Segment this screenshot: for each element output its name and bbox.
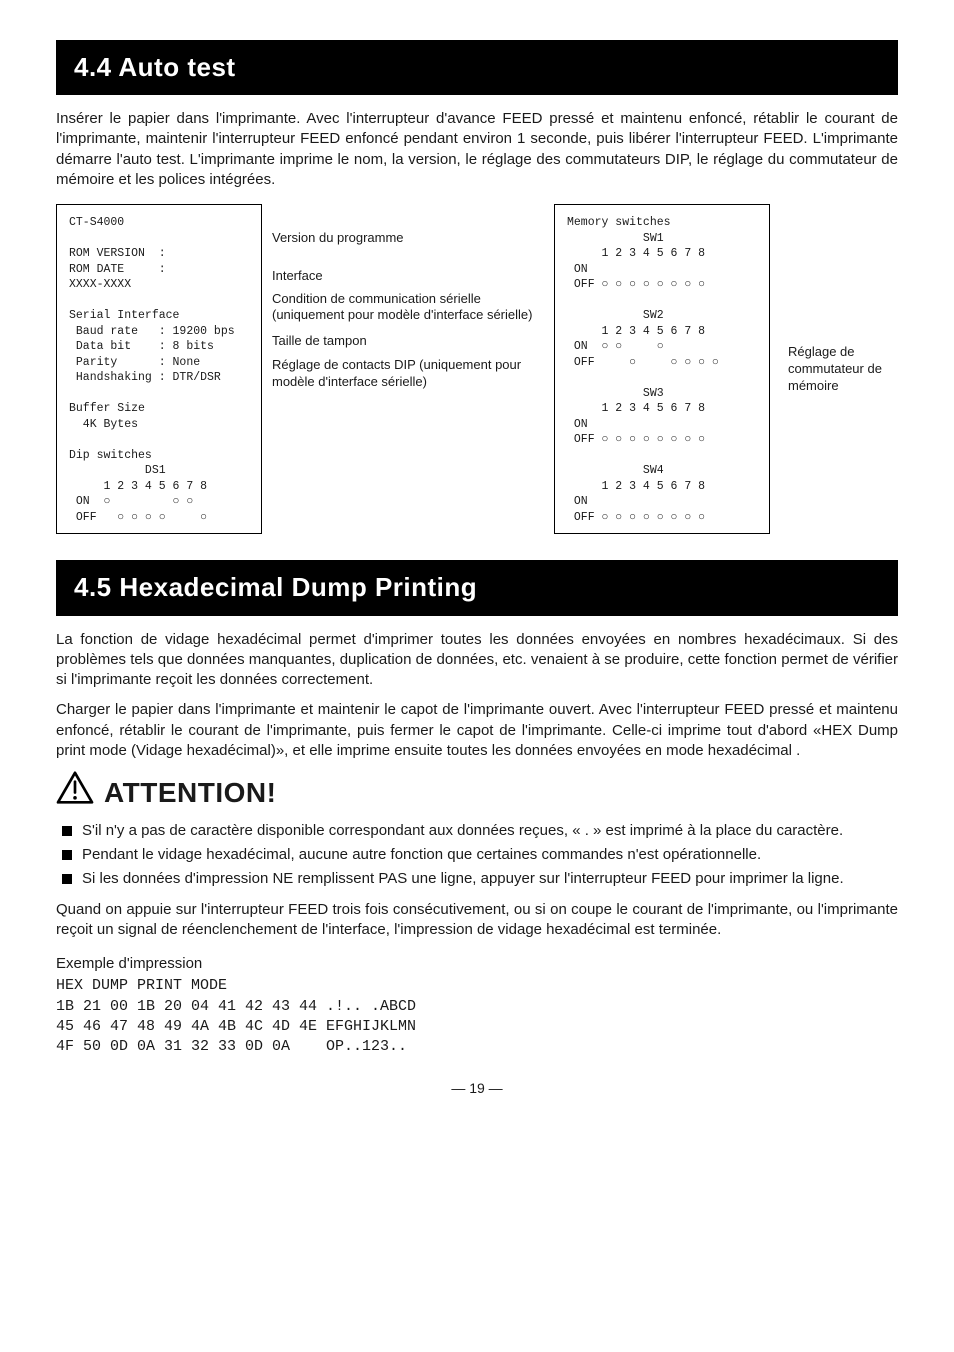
section-heading-autotest: 4.4 Auto test xyxy=(56,40,898,95)
attention-item: Pendant le vidage hexadécimal, aucune au… xyxy=(60,845,898,865)
attention-heading-text: ATTENTION! xyxy=(104,774,276,812)
hexdump-para1: La fonction de vidage hexadécimal permet… xyxy=(56,630,898,691)
example-block: Exemple d'impression HEX DUMP PRINT MODE… xyxy=(56,954,898,1057)
annotations-left: Version du programme Interface Condition… xyxy=(272,204,544,534)
heading-text: 4.4 Auto test xyxy=(74,50,236,85)
attention-block: ATTENTION! S'il n'y a pas de caractère d… xyxy=(56,771,898,890)
annot-dip: Réglage de contacts DIP (uniquement pour… xyxy=(272,357,544,390)
autotest-paragraph: Insérer le papier dans l'imprimante. Ave… xyxy=(56,109,898,190)
printout-figure: CT-S4000 ROM VERSION : ROM DATE : XXXX-X… xyxy=(56,204,898,534)
hexdump-para3: Quand on appuie sur l'interrupteur FEED … xyxy=(56,900,898,941)
attention-item: S'il n'y a pas de caractère disponible c… xyxy=(60,821,898,841)
example-label: Exemple d'impression xyxy=(56,954,898,974)
annot-serial-cond: Condition de communication sérielle (uni… xyxy=(272,291,544,324)
annot-version: Version du programme xyxy=(272,230,544,246)
annot-interface: Interface xyxy=(272,268,544,284)
page-number: — 19 — xyxy=(56,1079,898,1098)
hexdump-para2: Charger le papier dans l'imprimante et m… xyxy=(56,700,898,761)
attention-heading: ATTENTION! xyxy=(56,771,898,815)
warning-triangle-icon xyxy=(56,771,94,815)
section-heading-hexdump: 4.5 Hexadecimal Dump Printing xyxy=(56,560,898,615)
heading-text: 4.5 Hexadecimal Dump Printing xyxy=(74,570,477,605)
printout-right: Memory switches SW1 1 2 3 4 5 6 7 8 ON O… xyxy=(554,204,770,534)
attention-item: Si les données d'impression NE remplisse… xyxy=(60,869,898,889)
printout-left: CT-S4000 ROM VERSION : ROM DATE : XXXX-X… xyxy=(56,204,262,534)
attention-list: S'il n'y a pas de caractère disponible c… xyxy=(56,821,898,890)
annot-memory-switches: Réglage de commutateur de mémoire xyxy=(788,344,898,395)
annotations-right: Réglage de commutateur de mémoire xyxy=(780,204,898,534)
example-lines: HEX DUMP PRINT MODE 1B 21 00 1B 20 04 41… xyxy=(56,976,898,1057)
annot-buffer: Taille de tampon xyxy=(272,333,544,349)
